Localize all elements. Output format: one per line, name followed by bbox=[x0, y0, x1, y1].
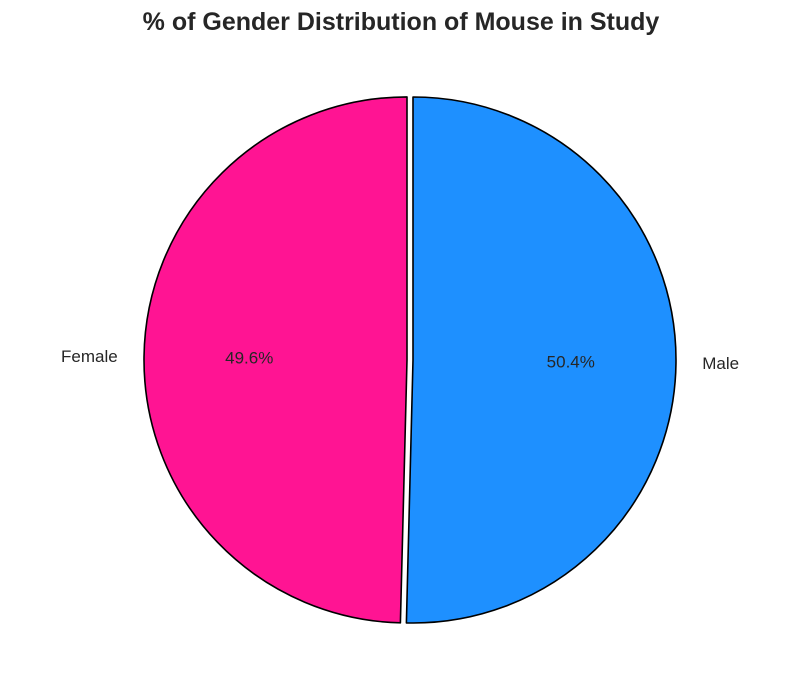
pie-slice-female bbox=[143, 96, 408, 624]
pie-labels: 49.6% Female 50.4% Male bbox=[61, 347, 739, 373]
pie-category-label-female: Female bbox=[61, 347, 118, 366]
pie-percent-label-male: 50.4% bbox=[547, 352, 595, 371]
pie-category-label-male: Male bbox=[702, 354, 739, 373]
pie-slice-male bbox=[405, 96, 677, 624]
pie-percent-label-female: 49.6% bbox=[225, 348, 273, 367]
pie-slices bbox=[143, 96, 677, 624]
chart-title: % of Gender Distribution of Mouse in Stu… bbox=[142, 8, 660, 36]
